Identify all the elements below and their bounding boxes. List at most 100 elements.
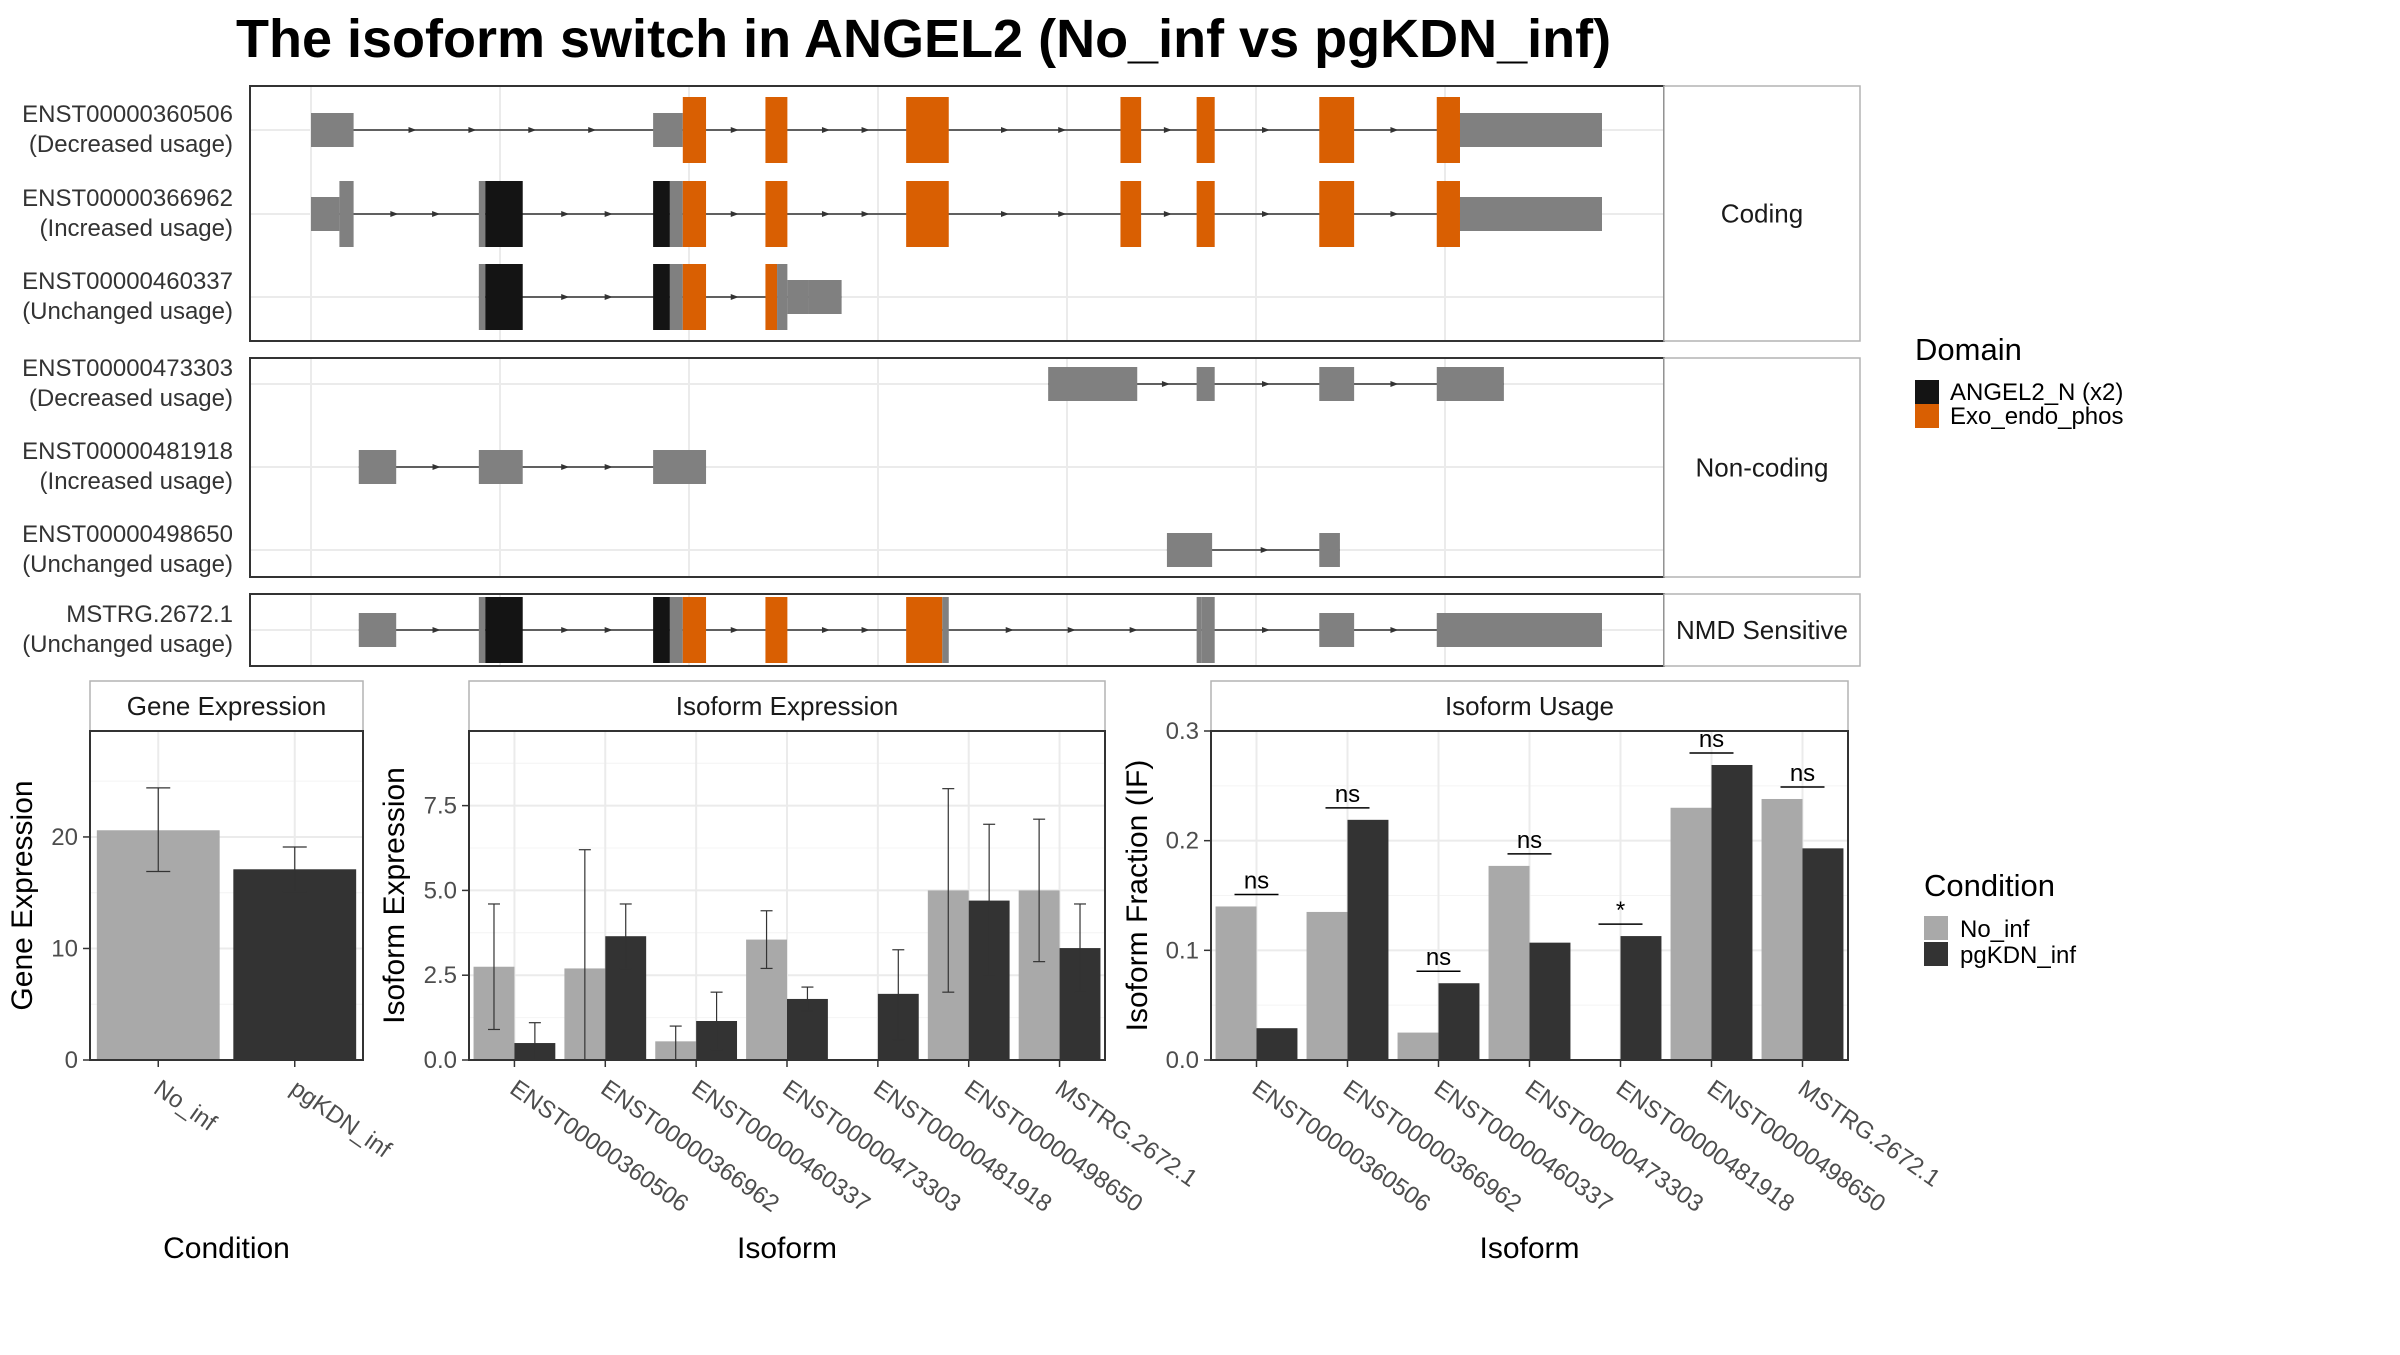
exon-utr xyxy=(669,264,683,330)
panel-border xyxy=(89,730,364,1061)
transcript-id-label: ENST00000473303 xyxy=(22,355,233,382)
intron-arrow xyxy=(730,127,739,133)
exon-exo xyxy=(1196,181,1215,247)
intron-arrow xyxy=(1261,381,1270,387)
intron-arrow xyxy=(432,627,441,633)
exon-exo xyxy=(765,181,788,247)
exon-exo xyxy=(1120,181,1142,247)
intron-arrow xyxy=(821,211,830,217)
exon-exo xyxy=(765,97,788,163)
transcript-ENST00000473303: ENST00000473303 (Decreased usage) xyxy=(22,355,1504,412)
intron-arrow xyxy=(1000,127,1009,133)
exon-utr xyxy=(942,597,949,663)
exon-utr xyxy=(1459,197,1602,231)
y-tick-label: 7.5 xyxy=(424,793,457,820)
bar-No_inf xyxy=(1306,911,1348,1060)
exon-exo xyxy=(1436,97,1460,163)
intron-arrow xyxy=(1067,627,1076,633)
panel-strip xyxy=(1210,680,1849,732)
panel-title: Isoform Expression xyxy=(676,691,899,721)
intron-arrow xyxy=(604,211,613,217)
y-tick-label: 0.3 xyxy=(1166,718,1199,745)
intron-arrow xyxy=(604,294,613,300)
condition-legend-swatch-no-inf xyxy=(1924,916,1948,940)
exon-exo xyxy=(765,264,778,330)
intron-arrow xyxy=(1058,211,1067,217)
condition-legend: Condition No_inf pgKDN_inf xyxy=(1924,868,2076,969)
significance-label: ns xyxy=(1335,781,1360,808)
transcript-MSTRG.2672.1: MSTRG.2672.1 (Unchanged usage) xyxy=(22,597,1602,663)
intron-arrow xyxy=(528,127,537,133)
exon-utr xyxy=(478,264,486,330)
facet-strip xyxy=(1663,85,1861,342)
facet-strip xyxy=(1663,357,1861,578)
intron-arrow xyxy=(604,464,613,470)
transcript-id-label: ENST00000460337 xyxy=(22,268,233,295)
exon-utr xyxy=(669,597,683,663)
intron-arrow xyxy=(1261,211,1270,217)
exon-exo xyxy=(682,181,707,247)
transcript-id-label: MSTRG.2672.1 xyxy=(66,601,233,628)
exon-exo xyxy=(1436,181,1460,247)
intron-arrow xyxy=(1058,127,1067,133)
transcript-status-label: (Decreased usage) xyxy=(29,131,233,158)
transcript-ENST00000360506: ENST00000360506 (Decreased usage) xyxy=(22,97,1602,163)
gene-expression-panel: Gene Expression 0 10 20 No_inf pgKDN_inf Condi… xyxy=(6,680,396,1265)
intron-arrow xyxy=(861,127,870,133)
isoform-expression-panel: Isoform Expression0.02.55.07.5ENST000003… xyxy=(378,680,1202,1265)
intron-arrow xyxy=(390,211,399,217)
y-tick-label: 0.2 xyxy=(1166,828,1199,855)
intron-arrow xyxy=(1129,627,1138,633)
exon-exo xyxy=(1319,181,1355,247)
bar-No_inf xyxy=(1761,798,1803,1060)
transcript-status-label: (Decreased usage) xyxy=(29,385,233,412)
intron-arrow xyxy=(561,627,570,633)
intron-arrow xyxy=(730,294,739,300)
transcript-status-label: (Unchanged usage) xyxy=(22,631,233,658)
exon-utr xyxy=(1319,367,1355,401)
intron-arrow xyxy=(408,127,417,133)
intron-arrow xyxy=(821,127,830,133)
x-axis-title: Condition xyxy=(163,1232,290,1265)
transcript-id-label: ENST00000366962 xyxy=(22,185,233,212)
panel-title: Gene Expression xyxy=(127,691,326,721)
facet-strip-label: Non-coding xyxy=(1696,453,1829,483)
y-tick-label: 0.0 xyxy=(1166,1047,1199,1074)
intron-arrow xyxy=(468,127,477,133)
isoform-usage-panel: Isoform Usagensnsnsns*nsns0.00.10.20.3EN… xyxy=(1121,680,1945,1265)
significance-label: ns xyxy=(1517,827,1542,854)
intron-arrow xyxy=(1390,381,1399,387)
y-axis-title: Isoform Fraction (IF) xyxy=(1121,760,1154,1032)
intron-arrow xyxy=(1390,211,1399,217)
exon-utr xyxy=(1319,613,1355,647)
facet-strip xyxy=(1663,593,1861,667)
intron-arrow xyxy=(432,464,441,470)
exon-utr xyxy=(1436,367,1504,401)
y-tick-label: 0 xyxy=(65,1047,78,1074)
exon-utr xyxy=(358,613,397,647)
bar-pgKDN_inf xyxy=(1347,819,1389,1060)
domain-legend-swatch-exo xyxy=(1915,404,1939,428)
y-axis-title: Isoform Expression xyxy=(378,767,411,1024)
exon-utr xyxy=(777,264,788,330)
bar-pgKDN_inf xyxy=(1438,983,1480,1060)
significance-label: ns xyxy=(1244,867,1269,894)
exon-utr xyxy=(1459,113,1602,147)
intron-arrow xyxy=(561,464,570,470)
significance-label: ns xyxy=(1790,760,1815,787)
exon-exo xyxy=(906,181,949,247)
exon-utr xyxy=(311,113,354,147)
significance-label: * xyxy=(1616,897,1625,924)
intron-arrow xyxy=(561,294,570,300)
exon-utr xyxy=(311,197,340,231)
intron-arrow xyxy=(1261,127,1270,133)
panel-strip xyxy=(89,680,364,732)
intron-arrow xyxy=(1260,547,1269,553)
panel-strip xyxy=(468,680,1106,732)
intron-arrow xyxy=(861,211,870,217)
exon-exo xyxy=(1120,97,1142,163)
facet-strip-label: NMD Sensitive xyxy=(1676,615,1848,645)
exon-exo xyxy=(765,597,788,663)
bar-pgKDN_inf xyxy=(233,869,357,1060)
intron-arrow xyxy=(730,211,739,217)
